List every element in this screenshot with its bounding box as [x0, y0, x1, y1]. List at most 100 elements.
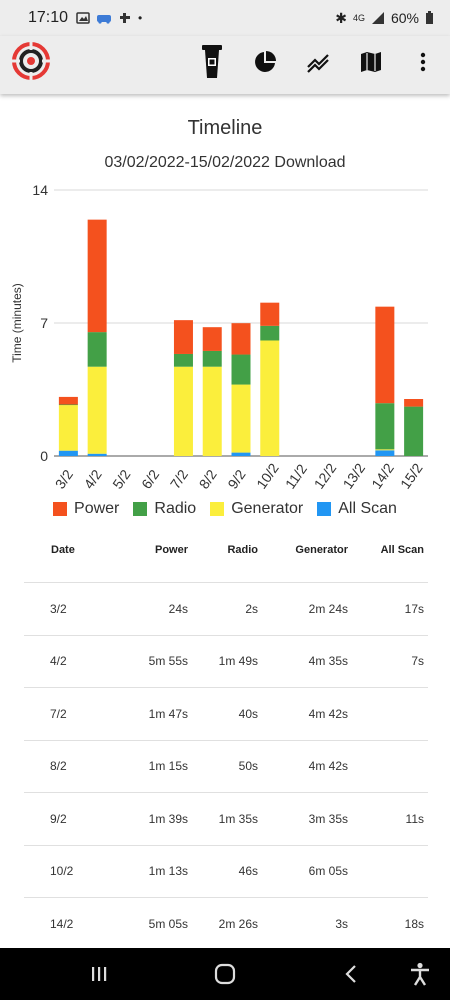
- cell-date: 3/2: [50, 601, 67, 616]
- clock: 17:10: [28, 9, 69, 26]
- cell-power: 5m 55s: [148, 654, 188, 669]
- cell-radio: 1m 35s: [218, 811, 258, 826]
- table-row: 8/2 1m 15s 50s 4m 42s: [24, 739, 428, 793]
- table-row: 3/2 24s 2s 2m 24s 17s: [24, 582, 428, 635]
- back-button[interactable]: [336, 960, 366, 988]
- status-bar: 17:10 • ✱ 4G 60%: [0, 0, 450, 36]
- legend-swatch-all-scan: [317, 502, 332, 516]
- legend-item-generator[interactable]: Generator: [210, 500, 303, 518]
- table-row: 4/2 5m 55s 1m 49s 4m 35s 7s: [24, 634, 428, 688]
- more-options-button[interactable]: [405, 44, 441, 80]
- device-button[interactable]: [194, 44, 230, 80]
- target-logo-icon[interactable]: [11, 41, 51, 81]
- bar-segment-generator[interactable]: [375, 449, 395, 451]
- x-tick-label: 6/2: [138, 466, 162, 491]
- cell-radio: 40s: [238, 706, 258, 721]
- accessibility-button[interactable]: [405, 960, 435, 988]
- legend-label-generator: Generator: [231, 500, 304, 517]
- table-row: 7/2 1m 47s 40s 4m 42s: [24, 687, 428, 740]
- signal-icon: [371, 12, 384, 24]
- recent-apps-icon: [92, 967, 107, 981]
- legend-item-radio[interactable]: Radio: [133, 500, 196, 518]
- bar-segment-radio[interactable]: [375, 403, 395, 450]
- bar-segment-all-scan[interactable]: [58, 450, 78, 456]
- cell-generator: 4m 35s: [308, 654, 348, 669]
- table-row: 14/2 5m 05s 2m 26s 3s 18s: [24, 897, 428, 950]
- map-icon: [361, 52, 381, 72]
- bar-segment-radio[interactable]: [260, 325, 280, 341]
- cell-all-scan: 17s: [404, 601, 424, 616]
- table-row: 9/2 1m 39s 1m 35s 3m 35s 11s: [24, 792, 428, 845]
- bluetooth-icon: ✱: [335, 9, 347, 26]
- gallery-icon: [76, 12, 90, 24]
- bar-segment-radio[interactable]: [202, 350, 222, 367]
- header-radio: Radio: [227, 544, 258, 556]
- cell-radio: 46s: [238, 864, 258, 879]
- legend-label-radio: Radio: [154, 500, 197, 517]
- cell-generator: 2m 24s: [308, 601, 348, 616]
- bar-segment-all-scan[interactable]: [375, 450, 395, 456]
- bar-segment-generator[interactable]: [58, 405, 78, 451]
- bar-segment-generator[interactable]: [173, 366, 193, 456]
- cell-date: 7/2: [50, 706, 67, 721]
- cell-radio: 50s: [238, 759, 258, 774]
- legend-item-power[interactable]: Power: [53, 500, 119, 518]
- home-button[interactable]: [210, 960, 240, 988]
- chart-title: Timeline: [187, 117, 263, 139]
- bar-segment-power[interactable]: [375, 306, 395, 404]
- map-button[interactable]: [353, 44, 389, 80]
- bar-segment-power[interactable]: [404, 399, 424, 407]
- device-icon: [202, 45, 222, 78]
- y-tick-label: 0: [40, 448, 48, 464]
- table-header: Date Power Radio Generator All Scan: [24, 530, 428, 570]
- bar-segment-power[interactable]: [202, 327, 222, 351]
- dot-icon: •: [138, 11, 143, 25]
- cell-power: 1m 47s: [148, 706, 188, 721]
- cell-date: 9/2: [50, 811, 67, 826]
- table-row: 10/2 1m 13s 46s 6m 05s: [24, 844, 428, 898]
- bar-segment-radio[interactable]: [231, 354, 251, 385]
- notification-icons: •: [76, 11, 142, 25]
- pie-chart-button[interactable]: [247, 44, 283, 80]
- y-tick-label: 7: [40, 315, 48, 331]
- bar-segment-generator[interactable]: [87, 366, 107, 454]
- line-chart-button[interactable]: [300, 44, 336, 80]
- bar-segment-radio[interactable]: [87, 332, 107, 367]
- legend-item-all-scan[interactable]: All Scan: [317, 500, 397, 518]
- bar-segment-power[interactable]: [260, 302, 280, 326]
- system-nav-bar: [0, 948, 450, 1000]
- more-vert-icon: [420, 52, 426, 72]
- x-tick-label: 12/2: [311, 460, 340, 492]
- bar-segment-generator[interactable]: [231, 384, 251, 453]
- legend-label-all-scan: All Scan: [338, 500, 397, 517]
- x-tick-label: 5/2: [109, 466, 133, 491]
- bar-segment-radio[interactable]: [58, 404, 78, 406]
- bar-segment-power[interactable]: [87, 219, 107, 333]
- cell-all-scan: 11s: [405, 811, 424, 826]
- bar-segment-radio[interactable]: [404, 406, 424, 456]
- bar-segment-all-scan[interactable]: [231, 452, 251, 456]
- bar-segment-power[interactable]: [231, 323, 251, 355]
- cell-date: 10/2: [50, 864, 74, 879]
- x-tick-label: 15/2: [397, 460, 426, 492]
- battery-percent: 60%: [390, 10, 419, 26]
- bar-segment-radio[interactable]: [173, 353, 193, 367]
- cell-power: 1m 15s: [148, 759, 188, 774]
- header-date: Date: [51, 544, 75, 556]
- bar-segment-generator[interactable]: [202, 366, 222, 456]
- legend-label-power: Power: [74, 500, 120, 517]
- cell-power: 1m 39s: [148, 811, 188, 826]
- bar-segment-power[interactable]: [58, 396, 78, 405]
- bar-segment-generator[interactable]: [260, 340, 280, 456]
- cell-radio: 2s: [245, 601, 258, 616]
- header-power: Power: [154, 544, 188, 556]
- legend-swatch-power: [53, 502, 68, 516]
- slack-icon: [120, 13, 131, 23]
- pie-chart-icon: [255, 51, 276, 72]
- bar-segment-power[interactable]: [173, 320, 193, 354]
- recent-apps-button[interactable]: [84, 960, 114, 988]
- bar-segment-all-scan[interactable]: [87, 453, 107, 456]
- chart-subtitle: 03/02/2022-15/02/2022 Download: [104, 154, 346, 171]
- legend-swatch-radio: [133, 502, 148, 516]
- y-tick-label: 14: [32, 182, 48, 198]
